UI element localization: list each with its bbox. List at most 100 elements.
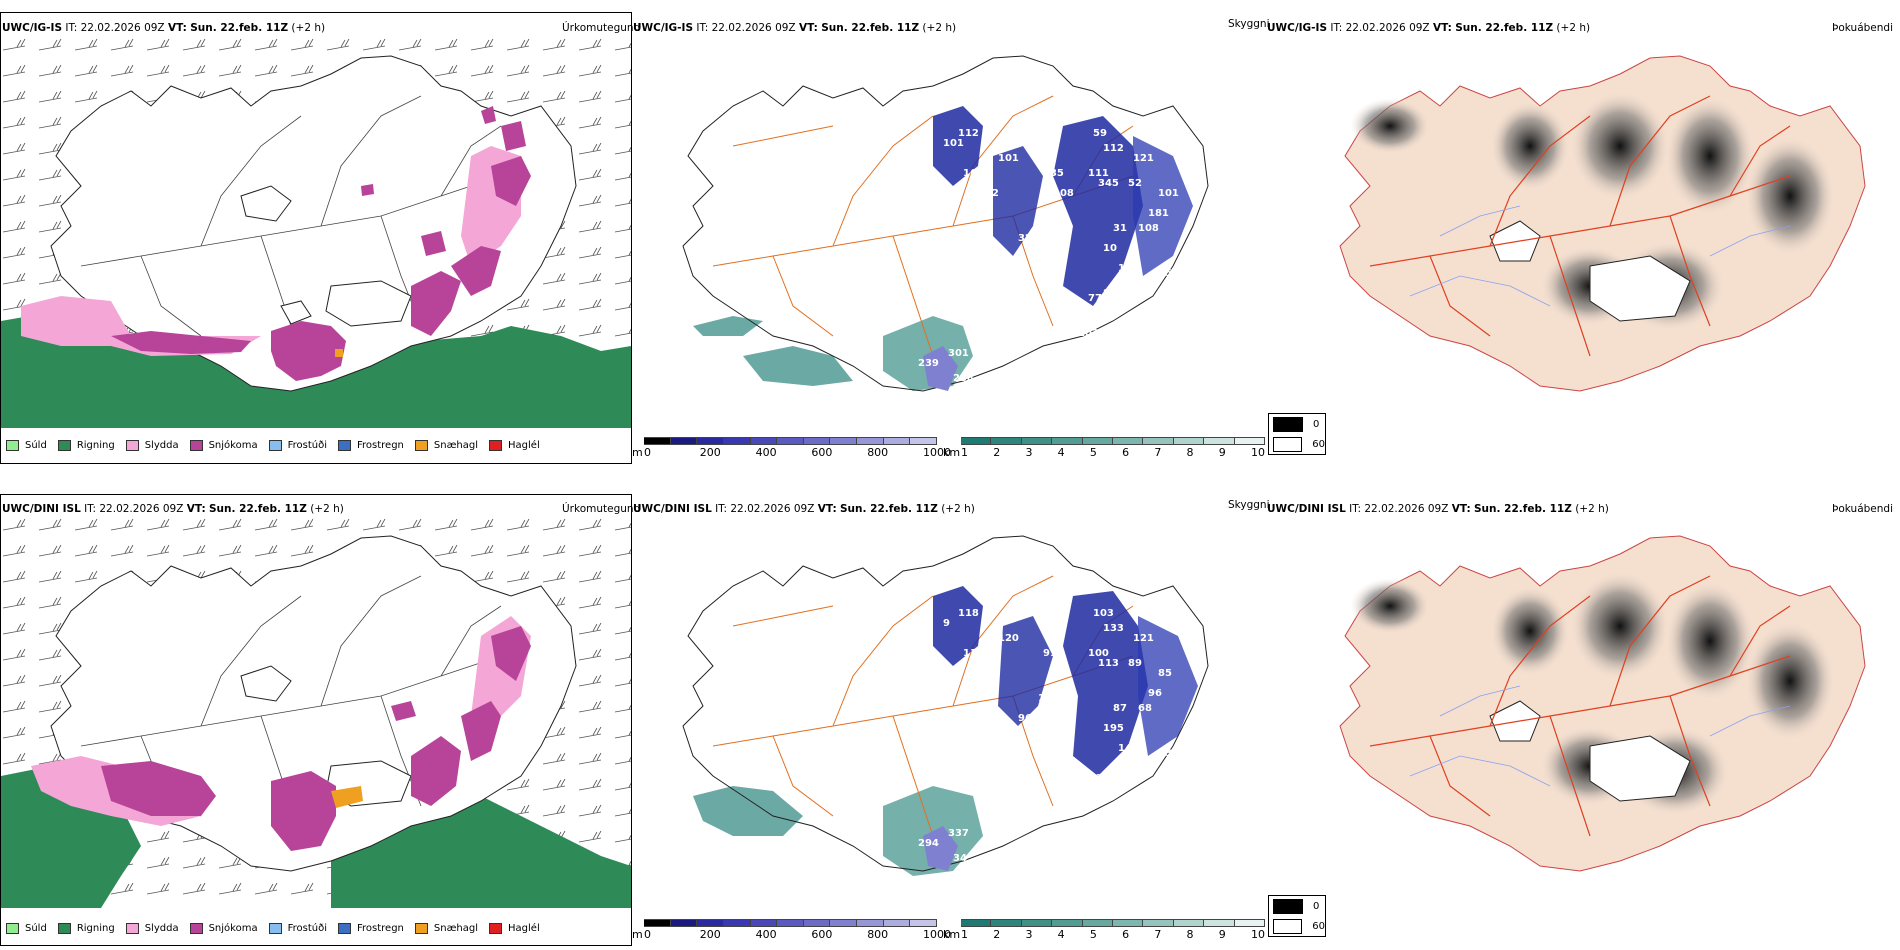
cloud-base-area-central [998,616,1053,726]
visibility-value-label: 32 [1053,668,1067,679]
colorbar-tick-label: 3 [1025,446,1033,459]
visibility-value-label: 111 [1118,263,1139,274]
colorbar-tick-label: 400 [755,446,777,459]
visibility-value-label: 13 [988,743,1002,754]
it-label: IT: [1349,503,1362,515]
road-network [1369,575,1791,837]
visibility-value-label: 96 [1018,713,1032,724]
visibility-value-label: 118 [958,608,979,619]
visibility-header: UWC/DINI ISL IT: 22.02.2026 09Z VT: Sun.… [633,503,975,515]
visibility-value-label: 142 [978,188,999,199]
colorbar-segment [1204,437,1235,445]
fog-header: UWC/IG-IS IT: 22.02.2026 09Z VT: Sun. 22… [1267,22,1590,34]
legend-swatch [125,923,139,934]
visibility-value-label: 10 [1103,243,1117,254]
colorbar-tick-label: 1 [961,928,968,941]
colorbar-tick-label: 2 [993,446,1001,459]
legend-swatch [189,923,203,934]
cloud-base-area-north [933,586,983,666]
colorbar-segment [803,437,831,445]
colorbar-tick-label: 10 [1251,446,1265,459]
legend-swatch [6,440,19,451]
visibility-value-label: 112 [958,128,979,139]
fog-low-area [1570,571,1670,681]
precip-title: Úrkomutegund [562,503,641,515]
visibility-value-label: 13 [1033,258,1047,269]
colorbar-unit: km [943,446,961,459]
legend-swatch [57,440,71,451]
precip-legend-item: Snjókoma [189,923,258,934]
vt-label: VT: [186,503,206,515]
it-value: 22.02.2026 09Z [1364,503,1449,515]
snow-area-northeast [361,106,496,196]
visibility-value-label: 89 [1128,658,1142,669]
colorbar-segment [883,919,911,927]
fog-legend-item: 0 [1269,896,1325,916]
colorbar-segment [961,437,992,445]
legend-label: Frostúði [287,923,327,934]
iceland-outline [682,535,1209,872]
visibility-value-label: 101 [998,153,1019,164]
colorbar-segment [1052,437,1083,445]
colorbar-segment [1021,437,1053,445]
colorbar-segment [777,919,804,927]
vt-label: VT: [1432,22,1452,34]
precip-header: UWC/DINI ISL IT: 22.02.2026 09Z VT: Sun.… [2,503,344,515]
legend-label: Haglél [508,923,540,934]
colorbar-tick-label: 1000 [923,446,951,459]
time-offset: (+2 h) [1575,503,1609,515]
snow-area-south [271,321,346,381]
visibility-value-label: 337 [948,828,969,839]
visibility-value-label: 59 [1093,128,1107,139]
legend-swatch [57,923,71,934]
visibility-value-label: 77 [1088,293,1102,304]
visibility-value-label: 100 [1088,648,1109,659]
precip-legend-item: Snæhagl [414,440,478,451]
legend-swatch [189,440,203,451]
colorbar-tick-label: 10 [1251,928,1265,941]
it-label: IT: [1330,22,1343,34]
row-2: UWC/DINI ISL IT: 22.02.2026 09Z VT: Sun.… [0,480,1900,950]
fog-legend-swatch [1273,416,1303,432]
vt-value: Sun. 22.feb. 11Z [821,22,920,34]
fog-low-area [1350,98,1430,154]
precip-legend-item: Rigning [57,440,115,451]
colorbar-segment [1052,919,1083,927]
colorbar-segment [1173,919,1205,927]
colorbar-tick-label: 4 [1057,446,1065,459]
fog-legend: 0 60 [1268,895,1326,937]
vt-value: Sun. 22.feb. 11Z [1474,503,1572,515]
colorbar-segment [1113,437,1144,445]
visibility-value-label: 168 [963,168,984,179]
legend-swatch [125,440,139,451]
colorbar-segment [777,437,804,445]
visibility-value-label: 121 [1133,153,1154,164]
model-name: UWC/IG-IS [633,22,694,34]
visibility-value-label: 294 [918,838,939,849]
fog-low-area [1665,96,1755,216]
colorbar-segment [883,437,911,445]
legend-swatch [489,923,503,934]
fog-map [1339,535,1866,872]
colorbar-segment [1082,919,1113,927]
cloud-base-area-south [923,346,958,391]
cloud-base-area-north [933,106,983,186]
vt-value: Sun. 22.feb. 11Z [1455,22,1554,34]
it-value: 22.02.2026 09Z [730,503,815,515]
model-name: UWC/IG-IS [2,22,63,34]
precip-legend-item: Slydda [125,923,179,934]
legend-label: Slydda [144,923,179,934]
glacier-outline [240,185,412,327]
visibility-value-label: 111 [1088,168,1109,179]
legend-label: Frostúði [287,440,327,451]
ice-pellet-area [335,349,343,357]
it-value: 22.02.2026 09Z [99,503,184,515]
colorbar-tick-label: 3 [1025,928,1033,941]
snow-area-east [391,626,531,806]
legend-swatch [338,440,351,451]
visibility-value-label: 258 [953,373,974,384]
colorbar-segment [750,919,778,927]
colorbar-segment [1234,919,1265,927]
legend-swatch [489,440,503,451]
visibility-value-label: 10 [963,238,977,249]
